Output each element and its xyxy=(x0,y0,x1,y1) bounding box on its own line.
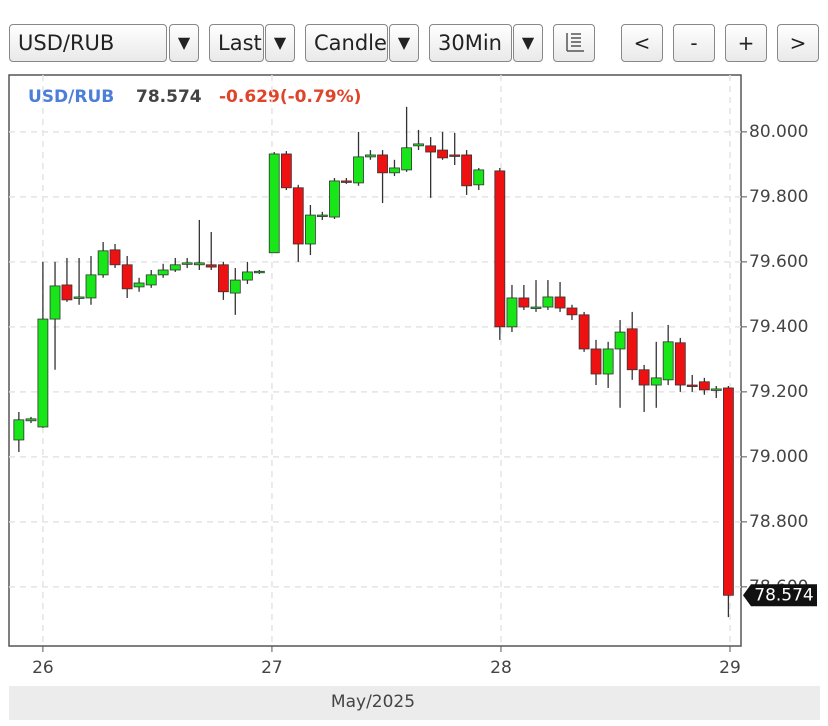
candle-body xyxy=(61,284,73,301)
candle-body xyxy=(389,167,400,174)
candle-body xyxy=(292,187,304,245)
candle-body xyxy=(698,381,710,391)
scroll-right-button[interactable]: > xyxy=(777,24,819,62)
plot-area xyxy=(9,75,741,646)
candle-body xyxy=(280,153,292,189)
settings-button[interactable] xyxy=(553,24,595,62)
candle-body xyxy=(25,418,37,422)
settings-icon xyxy=(566,33,584,52)
candle-body xyxy=(674,342,686,386)
candle-body xyxy=(85,274,97,299)
y-tick-label: 80.000 xyxy=(749,122,808,142)
price-tag-label: 78.574 xyxy=(754,585,813,605)
candle-body xyxy=(133,282,145,288)
chart-type-select[interactable]: Candle xyxy=(305,24,388,62)
candle-body xyxy=(181,262,193,265)
candle-body xyxy=(316,214,328,217)
candle-body xyxy=(518,297,530,308)
candle-body xyxy=(449,154,461,157)
plot-frame xyxy=(8,74,742,647)
candle-body xyxy=(305,214,316,245)
candle-body xyxy=(662,341,674,381)
candle-body xyxy=(650,377,662,386)
candle-body xyxy=(253,270,265,274)
candle-body xyxy=(365,154,376,158)
candle-body xyxy=(37,318,49,428)
footer-band xyxy=(9,686,820,720)
candle-body xyxy=(554,296,566,309)
candle-body xyxy=(121,264,133,290)
candle-body xyxy=(710,388,722,391)
candle-body xyxy=(723,387,734,596)
candle-body xyxy=(145,274,157,286)
x-axis-title: May/2025 xyxy=(331,692,415,712)
candle-body xyxy=(73,296,85,299)
x-tick-label: 28 xyxy=(490,658,512,678)
x-tick-label: 29 xyxy=(719,658,741,678)
candle-body xyxy=(530,306,542,309)
x-tick-label: 26 xyxy=(32,658,54,678)
candle-body xyxy=(229,279,241,294)
candle-body xyxy=(109,249,121,266)
candle-body xyxy=(494,170,506,328)
candle-body xyxy=(401,147,413,171)
dropdown-arrow[interactable]: ▼ xyxy=(265,24,295,62)
candle-body xyxy=(686,384,698,387)
candle-body xyxy=(473,169,485,186)
candle-body xyxy=(340,180,352,183)
last-price: 78.574 xyxy=(136,87,202,107)
candle-body xyxy=(13,419,25,441)
candle-body xyxy=(461,154,473,187)
price-change: -0.629(-0.79%) xyxy=(219,87,361,107)
candle-body xyxy=(377,154,388,174)
zoom-out-button[interactable]: - xyxy=(673,24,715,62)
candle-body xyxy=(329,180,340,218)
candle-body xyxy=(566,307,578,316)
candle-body xyxy=(602,348,614,375)
candle-body xyxy=(268,153,280,254)
candle-body xyxy=(157,269,169,276)
candle-body xyxy=(97,250,109,276)
candle-body xyxy=(578,314,590,350)
y-tick-label: 79.800 xyxy=(749,187,808,207)
scroll-left-button[interactable]: < xyxy=(621,24,663,62)
dropdown-arrow[interactable]: ▼ xyxy=(389,24,419,62)
candle-body xyxy=(437,149,448,159)
y-tick-label: 79.400 xyxy=(749,317,808,337)
candle-body xyxy=(506,297,518,328)
candle-body xyxy=(205,264,217,268)
candle-body xyxy=(217,264,229,293)
candle-body xyxy=(590,348,602,375)
y-tick-label: 79.000 xyxy=(749,447,808,467)
symbol-label: USD/RUB xyxy=(28,87,114,107)
candle-body xyxy=(49,285,61,320)
interval-select[interactable]: 30Min xyxy=(429,24,512,62)
candle-body xyxy=(626,328,638,371)
price-type-select[interactable]: Last xyxy=(209,24,264,62)
candle-body xyxy=(413,143,424,147)
candle-body xyxy=(193,262,205,266)
zoom-in-button[interactable]: + xyxy=(725,24,767,62)
candle-body xyxy=(614,331,626,350)
y-tick-label: 79.200 xyxy=(749,382,808,402)
candle-body xyxy=(353,156,364,184)
dropdown-arrow[interactable]: ▼ xyxy=(513,24,543,62)
candle-body xyxy=(542,296,554,308)
candle-body xyxy=(425,145,437,153)
candle-body xyxy=(169,264,181,271)
x-tick-label: 27 xyxy=(261,658,283,678)
symbol-select[interactable]: USD/RUB xyxy=(9,24,167,62)
dropdown-arrow[interactable]: ▼ xyxy=(169,24,199,62)
y-tick-label: 79.600 xyxy=(749,252,808,272)
candle-body xyxy=(638,369,650,386)
price-tag xyxy=(743,584,817,607)
y-tick-label: 78.800 xyxy=(749,512,808,532)
candle-body xyxy=(242,271,253,281)
